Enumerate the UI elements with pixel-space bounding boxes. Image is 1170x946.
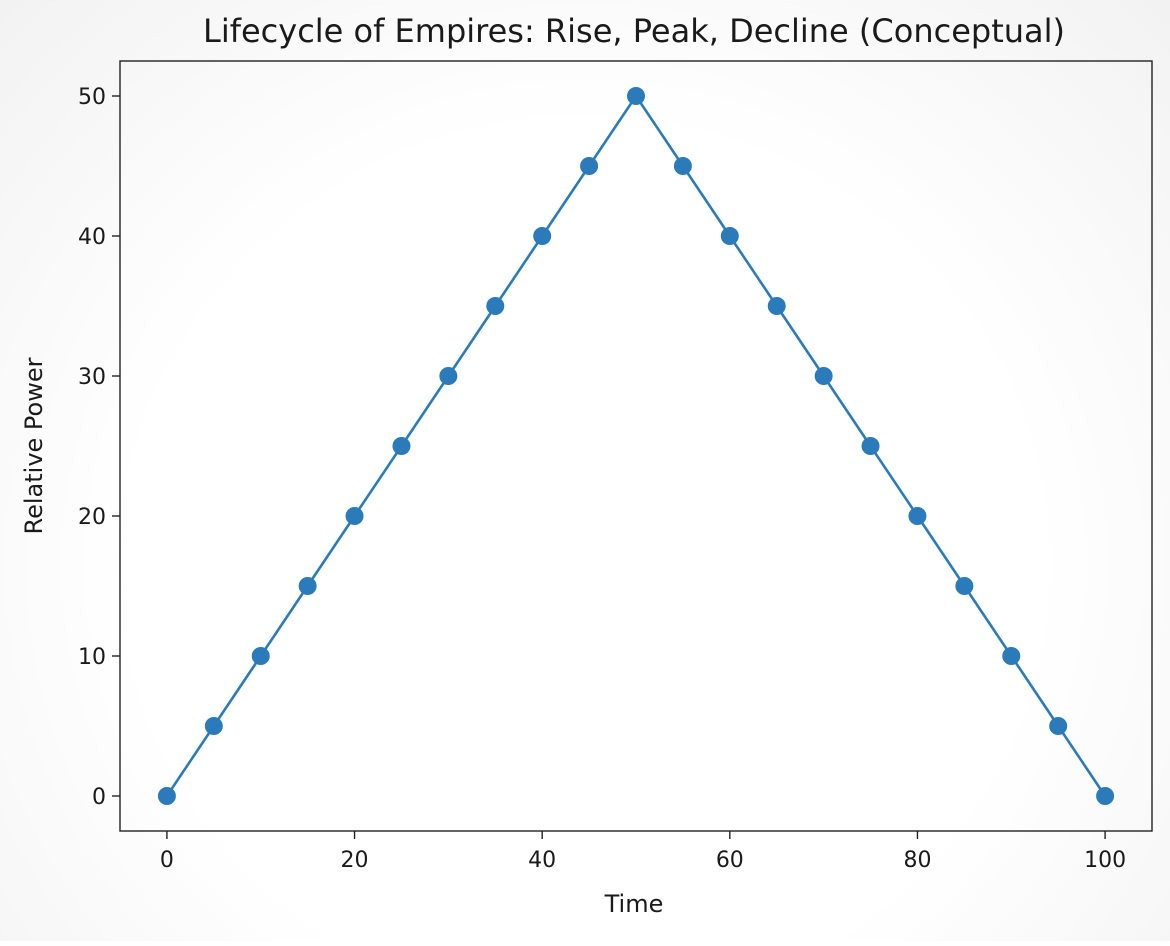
y-tick-label: 10 [78, 645, 106, 670]
data-point [720, 227, 739, 245]
data-point [204, 717, 223, 735]
x-tick-label: 60 [716, 848, 744, 873]
chart-title: Lifecycle of Empires: Rise, Peak, Declin… [203, 12, 1065, 50]
data-point [908, 507, 927, 525]
y-axis: 0 10 20 30 40 50 [78, 85, 120, 810]
data-point [861, 437, 880, 455]
data-point [157, 787, 176, 805]
x-tick-label: 100 [1084, 848, 1126, 873]
data-point [580, 157, 599, 175]
data-point [486, 297, 505, 315]
data-point [1096, 787, 1115, 805]
x-tick-label: 20 [341, 848, 369, 873]
data-point [627, 87, 645, 105]
data-point [392, 437, 411, 455]
data-point [251, 647, 270, 665]
y-tick-label: 30 [78, 365, 106, 390]
x-tick-label: 80 [903, 848, 931, 873]
x-axis-label: Time [604, 890, 664, 918]
x-axis: 0 20 40 60 80 100 [160, 831, 1126, 873]
y-tick-label: 40 [78, 225, 106, 250]
y-tick-label: 20 [78, 505, 106, 530]
y-tick-label: 0 [92, 785, 106, 810]
data-point [955, 577, 974, 595]
x-tick-label: 40 [528, 848, 556, 873]
data-point [673, 157, 692, 175]
data-point [533, 227, 552, 245]
data-point [345, 507, 364, 525]
series-line [165, 94, 1107, 797]
plot-frame [119, 60, 1153, 832]
y-tick-label: 50 [78, 85, 106, 110]
data-point [1049, 717, 1068, 735]
data-point [439, 367, 458, 385]
data-point [814, 367, 833, 385]
data-point [1002, 647, 1021, 665]
data-point [298, 577, 317, 595]
plot-area [157, 87, 1115, 805]
data-point [767, 297, 786, 315]
x-tick-label: 0 [160, 848, 174, 873]
y-axis-label: Relative Power [20, 357, 48, 534]
